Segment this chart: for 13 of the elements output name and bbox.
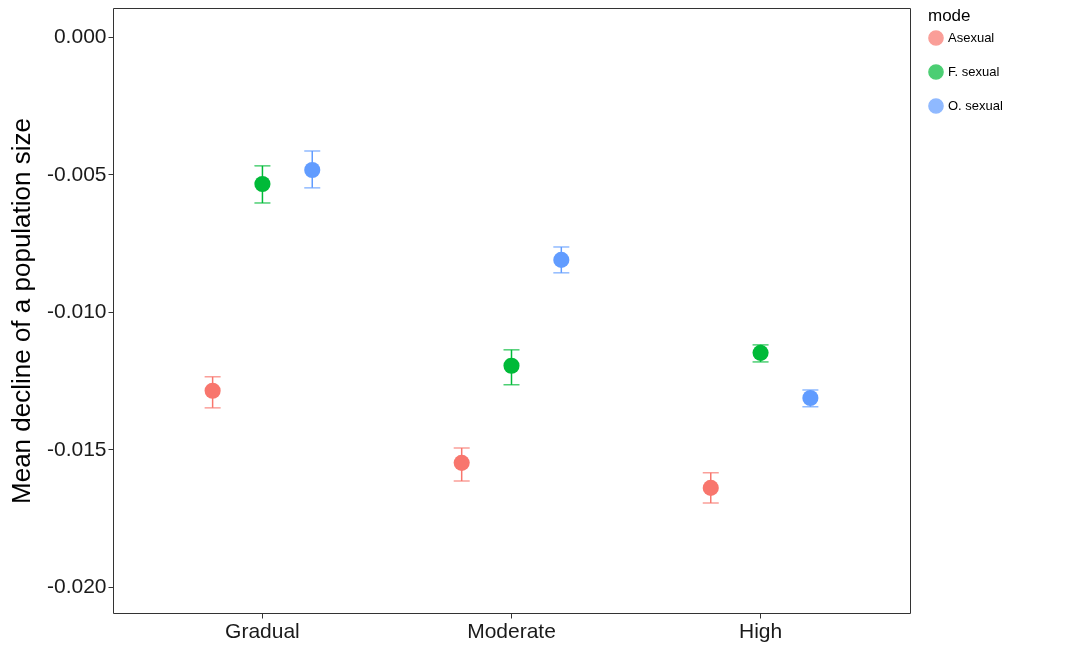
legend-title: mode <box>928 6 971 25</box>
legend-label: O. sexual <box>948 98 1004 113</box>
y-tick-label: -0.015 <box>46 436 107 460</box>
x-tick-label: Moderate <box>467 618 556 642</box>
y-tick-label: 0.000 <box>53 24 107 48</box>
x-tick-label: High <box>738 618 783 642</box>
y-tick-label: -0.005 <box>46 161 107 185</box>
legend-label: Asexual <box>948 30 995 45</box>
y-axis-title: Mean decline of a population size <box>5 118 36 504</box>
y-tick-label: -0.010 <box>46 299 107 323</box>
x-tick-label: Gradual <box>225 618 300 642</box>
y-tick-label: -0.020 <box>46 574 107 598</box>
legend-label: F. sexual <box>948 64 1000 79</box>
